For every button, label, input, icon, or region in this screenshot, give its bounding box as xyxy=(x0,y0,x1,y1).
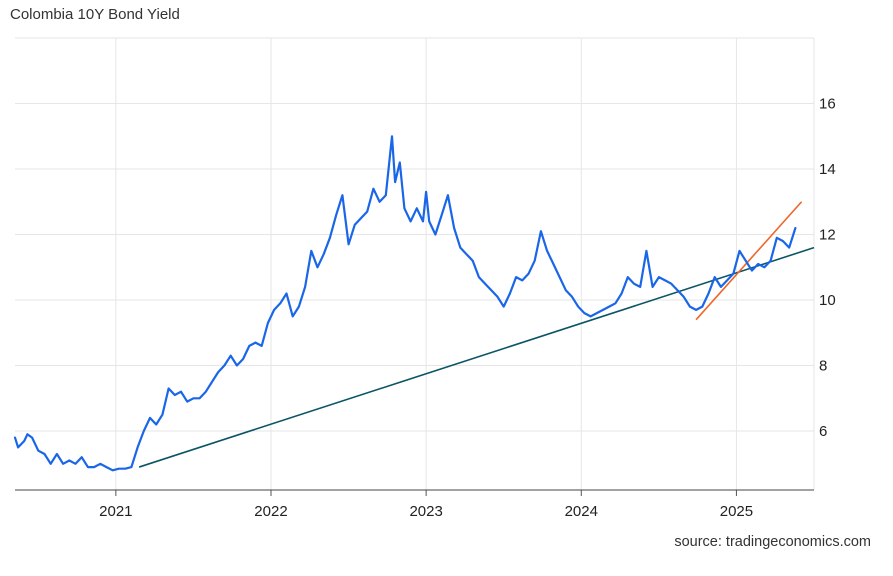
x-tick-label: 2021 xyxy=(99,503,132,520)
series-line xyxy=(13,135,797,472)
long-trend-line xyxy=(138,246,815,468)
x-tick-label: 2024 xyxy=(565,503,598,520)
y-tick-label: 16 xyxy=(819,96,836,113)
series-layer xyxy=(13,135,797,472)
x-tick-label: 2023 xyxy=(409,503,442,520)
y-tick-label: 10 xyxy=(819,292,836,309)
tick-labels: 6 8 10 12 14 16 2021 2022 2023 2024 2025 xyxy=(99,96,836,520)
chart-title: Colombia 10Y Bond Yield xyxy=(10,6,180,23)
trend-lines xyxy=(138,201,815,468)
source-label[interactable]: source: tradingeconomics.com xyxy=(674,534,871,550)
y-tick-label: 6 xyxy=(819,423,827,440)
y-tick-label: 8 xyxy=(819,358,827,375)
grid xyxy=(15,37,815,490)
x-tick-label: 2022 xyxy=(254,503,287,520)
axes xyxy=(15,489,814,496)
x-tick-label: 2025 xyxy=(720,503,753,520)
y-tick-label: 14 xyxy=(819,161,836,178)
y-tick-label: 12 xyxy=(819,227,836,244)
short-trend-line xyxy=(695,201,803,321)
